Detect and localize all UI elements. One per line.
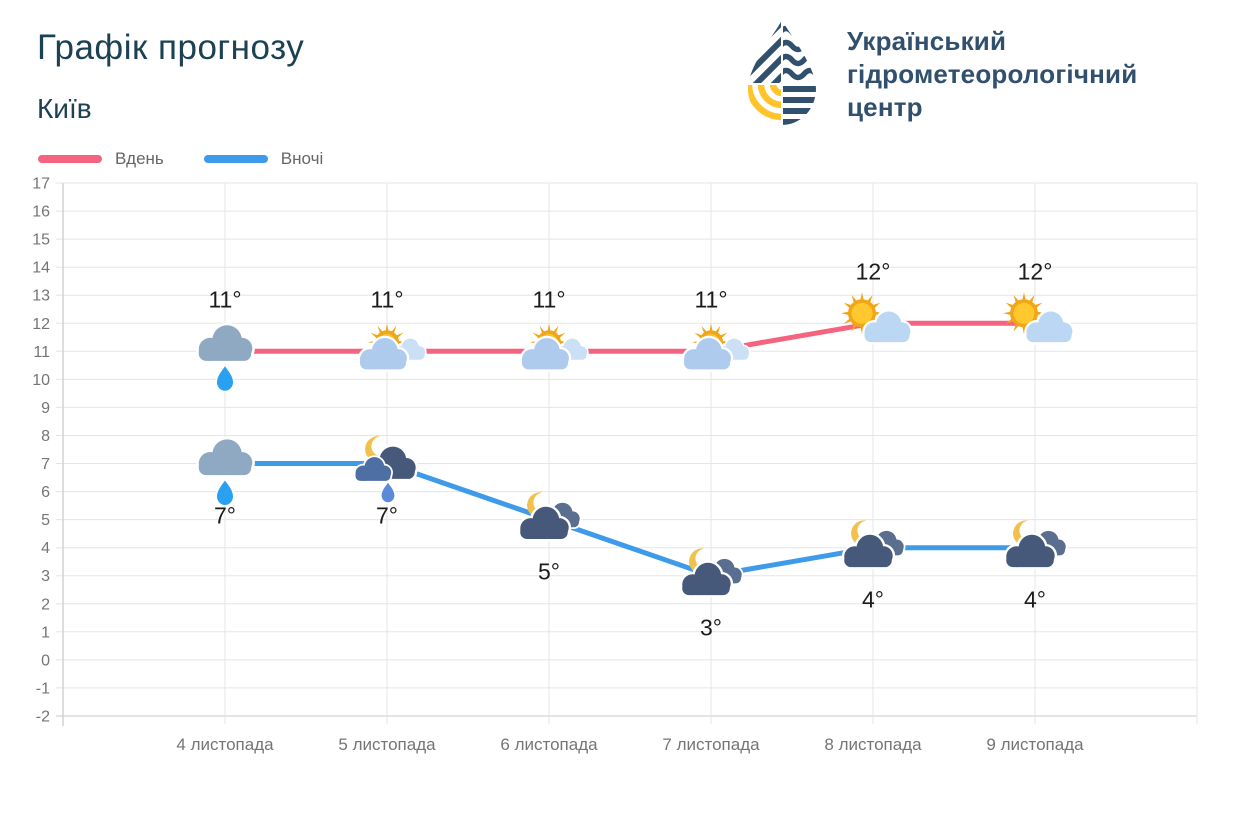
y-tick-label: 6 [41, 484, 50, 501]
temp-label: 12° [856, 258, 891, 284]
uhmc-logo: Український гідрометеорологічний центр [744, 18, 1137, 133]
y-tick-label: 13 [32, 288, 50, 305]
y-tick-label: 12 [32, 316, 50, 333]
y-tick-label: 8 [41, 428, 50, 445]
temp-label: 11° [694, 286, 727, 312]
legend-label-night: Вночі [280, 149, 324, 168]
y-tick-label: 11 [33, 344, 50, 361]
y-tick-label: 15 [32, 232, 50, 249]
chart-legend: Вдень Вночі [38, 149, 323, 169]
y-tick-label: 9 [41, 400, 50, 417]
x-axis-label: 5 листопада [338, 735, 436, 754]
y-tick-label: -2 [36, 709, 50, 726]
org-name-line: гідрометеорологічний [847, 59, 1138, 89]
y-tick-label: 14 [32, 260, 50, 277]
temp-label: 3° [700, 615, 722, 641]
weather-icon-sun-cloud [1003, 292, 1075, 345]
x-axis-label: 9 листопада [986, 735, 1084, 754]
y-tick-label: 17 [32, 176, 50, 193]
x-axis-label: 4 листопада [176, 735, 274, 754]
temp-label: 11° [370, 286, 403, 312]
weather-icon-rain-cloud [196, 322, 255, 393]
weather-icon-sun-cloud [841, 292, 913, 345]
temp-label: 12° [1018, 258, 1053, 284]
weather-icon-moon-cloud-rain [353, 436, 419, 504]
y-tick-label: 10 [32, 372, 50, 389]
weather-icon-moon-cloud [679, 548, 744, 598]
temp-label: 11° [208, 286, 241, 312]
temp-label: 7° [214, 503, 236, 529]
temp-label: 11° [532, 286, 565, 312]
y-tick-label: 5 [41, 512, 50, 529]
location-title: Київ [37, 93, 92, 124]
y-tick-label: 0 [41, 652, 50, 669]
legend-item-day[interactable]: Вдень [38, 149, 164, 169]
y-tick-label: 4 [41, 540, 50, 557]
day-series-line [222, 320, 1038, 354]
y-tick-label: -1 [36, 680, 50, 697]
page-title: Графік прогнозу [37, 28, 305, 67]
temp-label: 4° [1024, 587, 1046, 613]
weather-icon-moon-cloud [517, 492, 582, 542]
x-axis-label: 8 листопада [824, 735, 922, 754]
x-axis-label: 7 листопада [662, 735, 760, 754]
temp-label: 4° [862, 587, 884, 613]
org-name-line: центр [847, 92, 923, 122]
weather-icon-sun-behind-cloud [357, 323, 427, 372]
water-drop-logo-icon [744, 18, 820, 133]
weather-icon-rain-cloud [196, 436, 255, 507]
weather-icon-sun-behind-cloud [519, 323, 589, 372]
temp-label: 5° [538, 559, 560, 585]
x-axis-label: 6 листопада [500, 735, 598, 754]
day-series-swatch [38, 155, 102, 163]
y-tick-label: 3 [41, 568, 50, 585]
y-tick-label: 2 [41, 596, 50, 613]
legend-label-day: Вдень [115, 149, 164, 168]
night-series-swatch [203, 155, 268, 163]
legend-item-night[interactable]: Вночі [203, 149, 324, 169]
weather-icon-moon-cloud [1003, 520, 1068, 570]
temp-label: 7° [376, 503, 398, 529]
weather-icon-sun-behind-cloud [681, 323, 751, 372]
y-tick-label: 1 [41, 624, 50, 641]
org-name-line: Український [847, 26, 1007, 56]
weather-icon-moon-cloud [841, 520, 906, 570]
y-tick-label: 16 [32, 204, 50, 221]
org-name: Український гідрометеорологічний центр [847, 18, 1137, 124]
y-tick-label: 7 [41, 456, 50, 473]
